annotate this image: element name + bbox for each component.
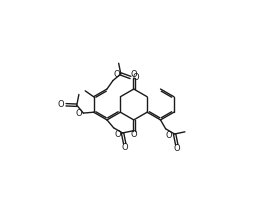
Text: O: O — [57, 100, 64, 109]
Text: O: O — [133, 73, 139, 82]
Text: O: O — [121, 143, 128, 152]
Text: O: O — [130, 130, 137, 139]
Text: O: O — [75, 109, 82, 118]
Text: O: O — [173, 144, 180, 153]
Text: O: O — [115, 130, 121, 139]
Text: O: O — [165, 131, 172, 140]
Text: O: O — [114, 70, 121, 79]
Text: O: O — [130, 70, 137, 79]
